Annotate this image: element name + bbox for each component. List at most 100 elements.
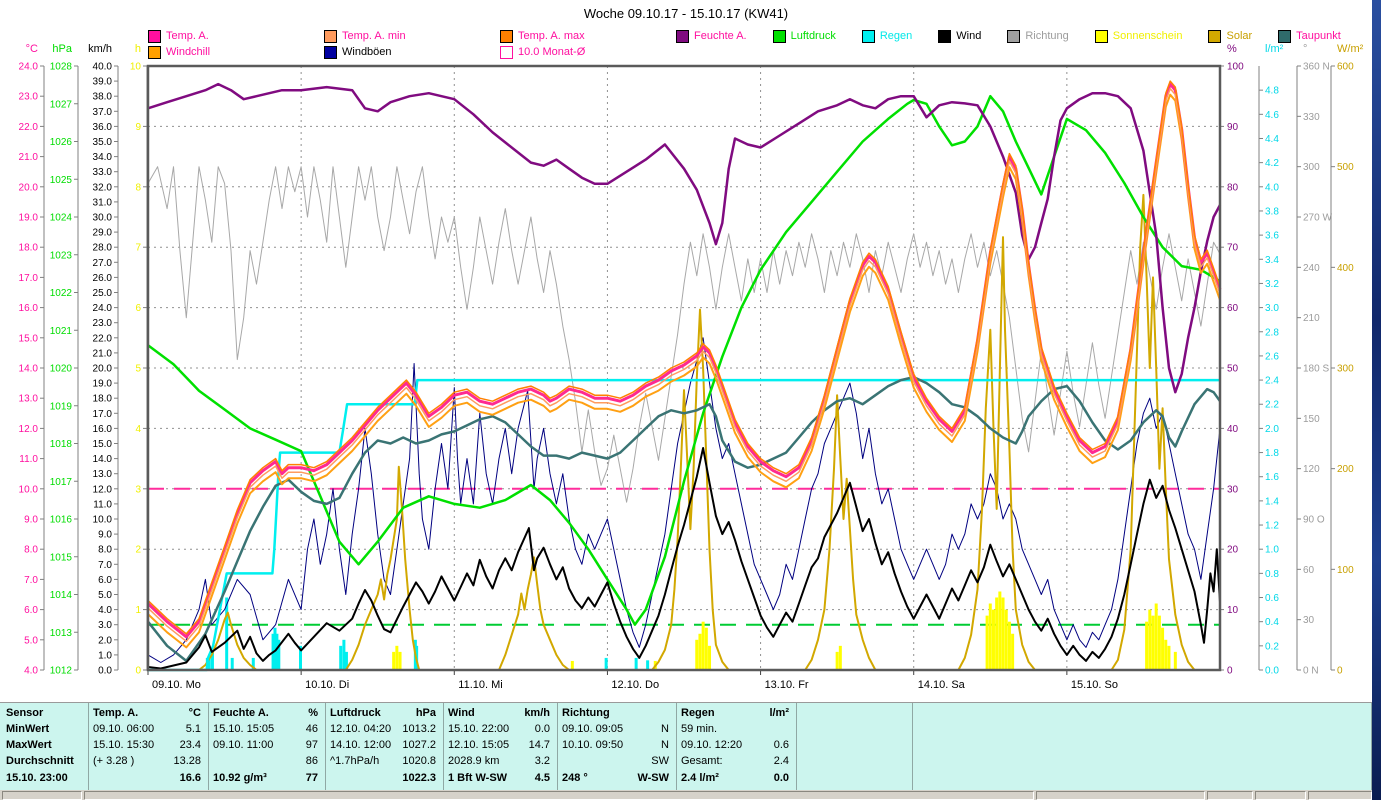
- tick-label-richtung: 300: [1303, 162, 1320, 173]
- legend-item-temp_a[interactable]: Temp. A.: [148, 29, 298, 43]
- table-cell-value: 3.2: [534, 755, 550, 767]
- table-col-name: Wind: [448, 707, 475, 719]
- legend-item-sonnenschein[interactable]: Sonnenschein: [1094, 29, 1182, 43]
- table-cell-detail: ^1.7hPa/h: [330, 755, 380, 767]
- table-cell-detail: 12.10. 04:20: [330, 723, 392, 735]
- tick-label-richtung: 60: [1303, 565, 1315, 576]
- tick-label-richtung: 330: [1303, 112, 1320, 123]
- tick-label-luftdruck: 1027: [50, 99, 73, 110]
- tick-label-wind: 9.0: [98, 530, 112, 541]
- legend-row-2: Windchill Windböen 10.0 Monat-Ø: [148, 44, 1248, 60]
- legend-item-feuchte_a[interactable]: Feuchte A.: [676, 29, 747, 43]
- tick-label-wind: 13.0: [93, 469, 113, 480]
- tick-label-wind: 36.0: [93, 122, 113, 133]
- tick-label-wind: 6.0: [98, 575, 112, 586]
- tick-label-temp: 5.0: [24, 635, 38, 646]
- tick-label-temp: 20.0: [19, 182, 39, 193]
- tick-label-feuchte: 60: [1227, 303, 1239, 314]
- table-cell-value: 5.1: [185, 723, 201, 735]
- legend-item-luftdruck[interactable]: Luftdruck: [772, 29, 836, 43]
- legend-swatch-luftdruck: [772, 29, 786, 43]
- legend-item-temp_a_min[interactable]: Temp. A. min: [324, 29, 474, 43]
- tick-label-feuchte: 90: [1227, 122, 1239, 133]
- tick-label-wind: 3.0: [98, 620, 112, 631]
- table-cell-value: N: [661, 739, 669, 751]
- legend-item-temp_a_max[interactable]: Temp. A. max: [500, 29, 650, 43]
- table-row-label: MaxWert: [6, 739, 52, 751]
- tick-label-luftdruck: 1023: [50, 250, 73, 261]
- sensor-summary-table: Sensor MinWert MaxWert Durchschnitt 15.10. 2…: [0, 702, 1372, 791]
- legend-item-regen[interactable]: Regen: [861, 29, 913, 43]
- table-cell-detail: 12.10. 15:05: [448, 739, 510, 751]
- table-row-label: 15.10. 23:00: [6, 772, 68, 784]
- axis-title-regen: l/m²: [1265, 43, 1284, 55]
- tick-label-wind: 21.0: [93, 348, 113, 359]
- legend-item-monat_avg[interactable]: 10.0 Monat-Ø: [500, 45, 650, 59]
- table-cell-detail: 2.4 l/m²: [681, 772, 719, 784]
- table-cell-detail: 15.10. 15:30: [93, 739, 155, 751]
- table-cell-value: 1022.3: [402, 772, 436, 784]
- tick-label-regen: 1.8: [1265, 448, 1279, 459]
- tick-label-luftdruck: 1019: [50, 401, 73, 412]
- tick-label-richtung: 90 O: [1303, 515, 1325, 526]
- tick-label-feuchte: 70: [1227, 243, 1239, 254]
- x-day-label: 09.10. Mo: [152, 679, 201, 691]
- legend-item-windboeen[interactable]: Windböen: [324, 45, 474, 59]
- legend-label: Regen: [879, 30, 913, 42]
- series-wind_s: [147, 447, 1221, 670]
- tick-label-temp: 18.0: [19, 243, 39, 254]
- legend-swatch-monat_avg: [500, 45, 513, 59]
- table-cell-detail: 09.10. 09:05: [562, 723, 624, 735]
- series-luftdruck_s: [147, 94, 1221, 626]
- legend-item-windchill[interactable]: Windchill: [148, 45, 298, 59]
- table-cell-detail: 09.10. 12:20: [681, 739, 743, 751]
- tick-label-luftdruck: 1015: [50, 552, 73, 563]
- table-row-label: Durchschnitt: [6, 755, 74, 767]
- tick-label-wind: 20.0: [93, 364, 113, 375]
- table-row-label: MinWert: [6, 723, 50, 735]
- tick-label-wind: 11.0: [93, 499, 112, 510]
- table-cell-value: N: [661, 723, 669, 735]
- chart-area[interactable]: °C 4.0 5.0 6.0 7.0 8.0 9.0 10.0 11.0 12.0 13.0 14.0…: [0, 0, 1372, 700]
- weather-chart-svg[interactable]: °C4.05.06.07.08.09.010.011.012.013.014.0…: [0, 0, 1372, 700]
- legend-swatch-windboeen: [324, 45, 337, 59]
- tick-label-temp: 22.0: [19, 122, 39, 133]
- tick-label-wind: 30.0: [93, 213, 113, 224]
- status-segment-1: [2, 791, 82, 800]
- legend-item-solar[interactable]: Solar: [1208, 29, 1252, 43]
- table-col-empty-2: [912, 703, 1372, 791]
- legend-item-wind[interactable]: Wind: [938, 29, 981, 43]
- tick-label-regen: 4.6: [1265, 110, 1279, 121]
- table-col-unit: °C: [188, 707, 201, 719]
- tick-label-wind: 10.0: [93, 515, 113, 526]
- legend-label: Richtung: [1025, 30, 1069, 42]
- tick-label-richtung: 210: [1303, 313, 1320, 324]
- tick-label-regen: 2.6: [1265, 351, 1279, 362]
- tick-label-richtung: 180 S: [1303, 364, 1329, 375]
- legend-item-richtung[interactable]: Richtung: [1007, 29, 1069, 43]
- table-col-feuchte-a-: Feuchte A.% 15.10. 15:05 46 09.10. 11:00 97 8…: [208, 703, 326, 791]
- legend-label: Windböen: [342, 46, 392, 58]
- tick-label-regen: 2.8: [1265, 327, 1279, 338]
- tick-label-wind: 17.0: [93, 409, 113, 420]
- tick-label-luftdruck: 1024: [50, 213, 73, 224]
- tick-label-regen: 3.2: [1265, 279, 1279, 290]
- legend-swatch-windchill: [148, 45, 161, 59]
- table-cell-value: 1020.8: [402, 755, 436, 767]
- tick-label-luftdruck: 1017: [50, 477, 73, 488]
- tick-label-wind: 33.0: [93, 167, 113, 178]
- legend-label: Temp. A. max: [518, 30, 585, 42]
- tick-label-sonne: 4: [135, 424, 141, 435]
- tick-label-temp: 23.0: [19, 92, 39, 103]
- tick-label-wind: 15.0: [93, 439, 113, 450]
- tick-label-sonne: 9: [135, 122, 141, 133]
- tick-label-regen: 3.4: [1265, 255, 1279, 266]
- tick-label-wind: 12.0: [93, 484, 113, 495]
- table-col-name: Richtung: [562, 707, 610, 719]
- legend-item-taupunkt[interactable]: Taupunkt: [1278, 29, 1341, 43]
- table-cell-detail: 10.10. 09:50: [562, 739, 624, 751]
- table-cell-value: SW: [651, 755, 669, 767]
- x-day-label: 11.10. Mi: [458, 679, 502, 691]
- series-windboeen_s: [147, 337, 1221, 663]
- series-windchill_s: [147, 93, 1221, 649]
